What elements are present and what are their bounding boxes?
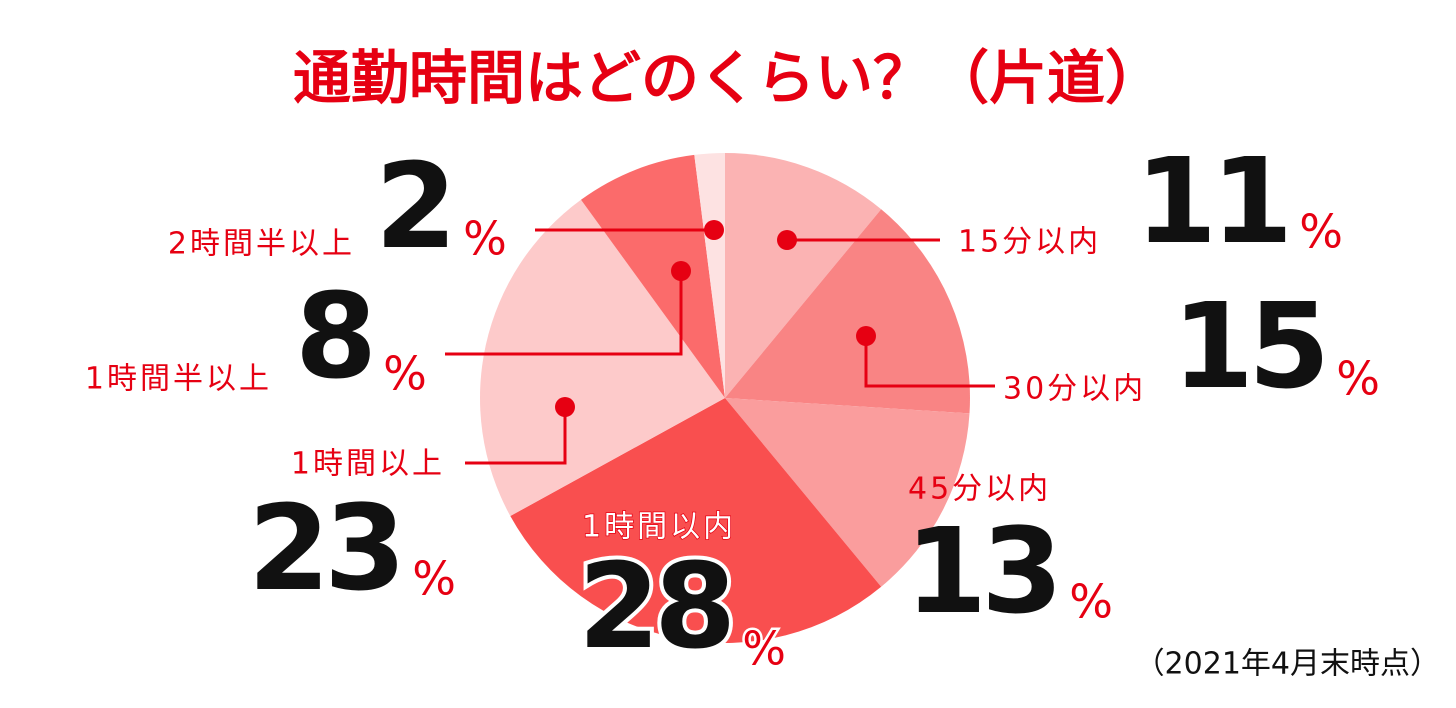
pie-slice bbox=[725, 209, 970, 414]
category-label: 1時間半以上 bbox=[85, 362, 272, 397]
category-label: 1時間以上 bbox=[291, 447, 445, 482]
pie-slice bbox=[694, 153, 725, 398]
pie-slice bbox=[510, 398, 882, 644]
leader-line bbox=[864, 336, 995, 388]
value-label: 23 bbox=[248, 479, 400, 617]
category-label: 45分以内 bbox=[908, 472, 1051, 507]
leader-dot bbox=[856, 326, 876, 346]
leader-dot bbox=[777, 230, 797, 250]
value-label: 8 bbox=[295, 267, 371, 405]
value-unit: % bbox=[463, 212, 507, 266]
category-label: 30分以内 bbox=[1003, 372, 1146, 407]
value-label: 13 bbox=[905, 502, 1057, 640]
value-unit: % bbox=[1299, 205, 1343, 259]
value-unit: % bbox=[412, 552, 456, 606]
category-label: 1時間以内 bbox=[582, 510, 736, 545]
leader-dot bbox=[671, 261, 691, 281]
category-label: 2時間半以上 bbox=[168, 227, 355, 262]
value-unit: % bbox=[1336, 352, 1380, 406]
pie-slice bbox=[725, 398, 970, 587]
value-label: 2 bbox=[375, 137, 451, 275]
category-label: 15分以内 bbox=[958, 225, 1101, 260]
value-unit: % bbox=[383, 347, 427, 401]
value-unit: % bbox=[1069, 575, 1113, 629]
pie-slice bbox=[480, 199, 725, 517]
pie-slice bbox=[725, 153, 882, 398]
chart-title: 通勤時間はどのくらい？（片道） bbox=[293, 44, 1163, 112]
leader-dot bbox=[704, 220, 724, 240]
pie-slice bbox=[580, 154, 725, 398]
value-label: 28 bbox=[578, 537, 730, 675]
value-label: 15 bbox=[1172, 277, 1324, 415]
value-label: 11 bbox=[1135, 132, 1287, 270]
leader-dot bbox=[555, 397, 575, 417]
value-unit: % bbox=[742, 622, 786, 676]
leader-line bbox=[465, 407, 567, 465]
annotation: （2021年4月末時点） bbox=[1135, 647, 1440, 682]
leader-line bbox=[445, 271, 683, 356]
